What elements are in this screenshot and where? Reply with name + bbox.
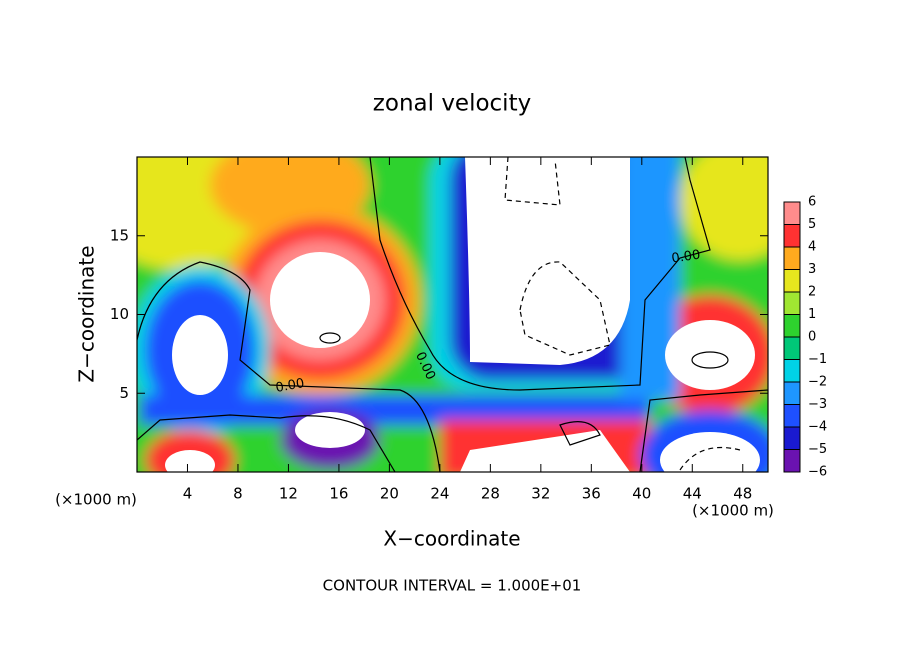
x-tick-label: 36 [582, 485, 601, 503]
colorbar-label: −3 [808, 397, 827, 412]
x-tick-label: 12 [279, 485, 298, 503]
colorbar-label: −4 [808, 420, 827, 435]
colorbar-swatch [784, 247, 800, 270]
x-tick-label: 8 [233, 485, 243, 503]
field [137, 157, 768, 472]
colorbar-label: 6 [808, 195, 816, 210]
colorbar-swatch [784, 224, 800, 247]
colorbar-label: 5 [808, 217, 816, 232]
colorbar-label: 3 [808, 262, 816, 277]
colorbar-swatch [784, 292, 800, 315]
colorbar-label: 1 [808, 307, 816, 322]
colorbar-swatch [784, 359, 800, 382]
colorbar-swatch [784, 269, 800, 292]
x-tick-label: 32 [531, 485, 550, 503]
x-tick-label: 4 [183, 485, 193, 503]
colorbar-label: 0 [808, 330, 816, 345]
x-unit-label: (×1000 m) [692, 502, 774, 520]
x-axis-label: X−coordinate [383, 527, 520, 551]
x-tick-label: 20 [380, 485, 399, 503]
colorbar-label: 4 [808, 240, 816, 255]
x-tick-label: 28 [481, 485, 500, 503]
contour-label: 0.00 [274, 376, 305, 396]
contour-label: 0.00 [671, 248, 702, 267]
x-tick-label: 40 [632, 485, 651, 503]
colorbar-swatch [784, 337, 800, 360]
colorbar-swatch [784, 382, 800, 405]
chart-title: zonal velocity [373, 91, 531, 117]
colorbar-label: 2 [808, 285, 816, 300]
colorbar-label: −5 [808, 442, 827, 457]
colorbar-swatch [784, 404, 800, 427]
x-tick-label: 48 [733, 485, 752, 503]
colorbar-swatch [784, 314, 800, 337]
x-tick-label: 24 [430, 485, 449, 503]
y-axis-label: Z−coordinate [75, 245, 99, 382]
x-tick-label: 44 [683, 485, 702, 503]
colorbar-label: −1 [808, 352, 827, 367]
colorbar-label: −2 [808, 375, 827, 390]
colorbar-swatch [784, 427, 800, 450]
colorbar-label: −6 [808, 465, 827, 480]
y-tick-label: 10 [110, 305, 129, 323]
x-unit-label: (×1000 m) [55, 491, 137, 509]
y-tick-label: 15 [110, 226, 129, 244]
x-tick-label: 16 [329, 485, 348, 503]
y-tick-label: 5 [119, 384, 129, 402]
colorbar-swatch [784, 449, 800, 472]
colorbar-swatch [784, 202, 800, 225]
footnote: CONTOUR INTERVAL = 1.000E+01 [323, 577, 582, 595]
